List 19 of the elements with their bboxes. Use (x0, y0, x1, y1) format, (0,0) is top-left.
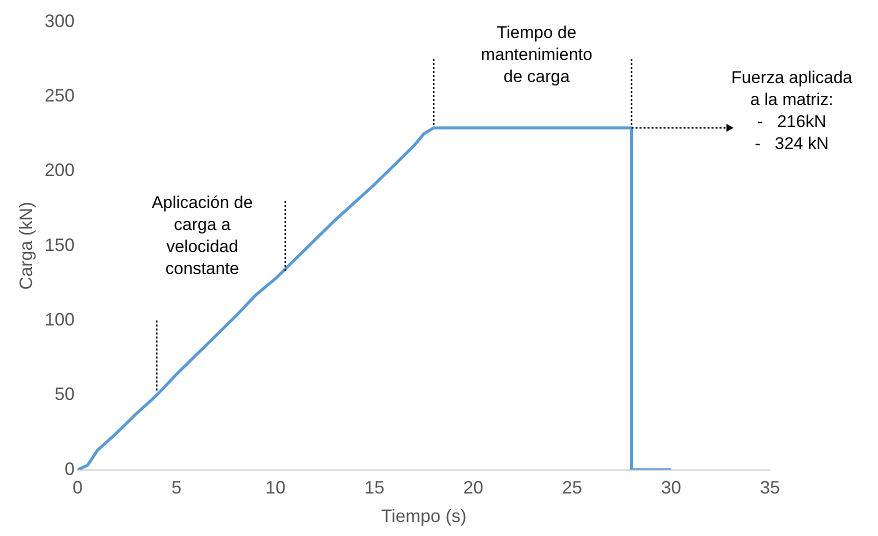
x-tick-label: 15 (364, 478, 384, 498)
x-tick-label: 25 (562, 478, 582, 498)
x-tick-label: 10 (265, 478, 286, 498)
x-tick-label: 30 (661, 478, 682, 498)
y-axis-title: Carga (kN) (16, 202, 36, 290)
annotation: Aplicación de carga a velocidad constante (152, 193, 253, 278)
y-tick-label: 200 (44, 160, 75, 180)
x-tick-label: 5 (172, 478, 182, 498)
y-tick-label: 250 (44, 85, 75, 106)
y-tick-label: 300 (44, 10, 75, 31)
y-tick-label: 50 (54, 384, 75, 404)
annotation: Fuerza aplicada a la matriz: - 216kN - 324 kN (731, 68, 853, 153)
x-axis-title: Tiempo (s) (381, 506, 466, 526)
x-tick-label: 20 (463, 478, 484, 498)
x-tick-label: 35 (760, 478, 780, 498)
y-tick-label: 150 (44, 234, 75, 255)
y-tick-label: 0 (64, 458, 75, 479)
annotation: Tiempo de mantenimiento de carga (480, 22, 592, 86)
y-tick-label: 100 (44, 309, 75, 330)
